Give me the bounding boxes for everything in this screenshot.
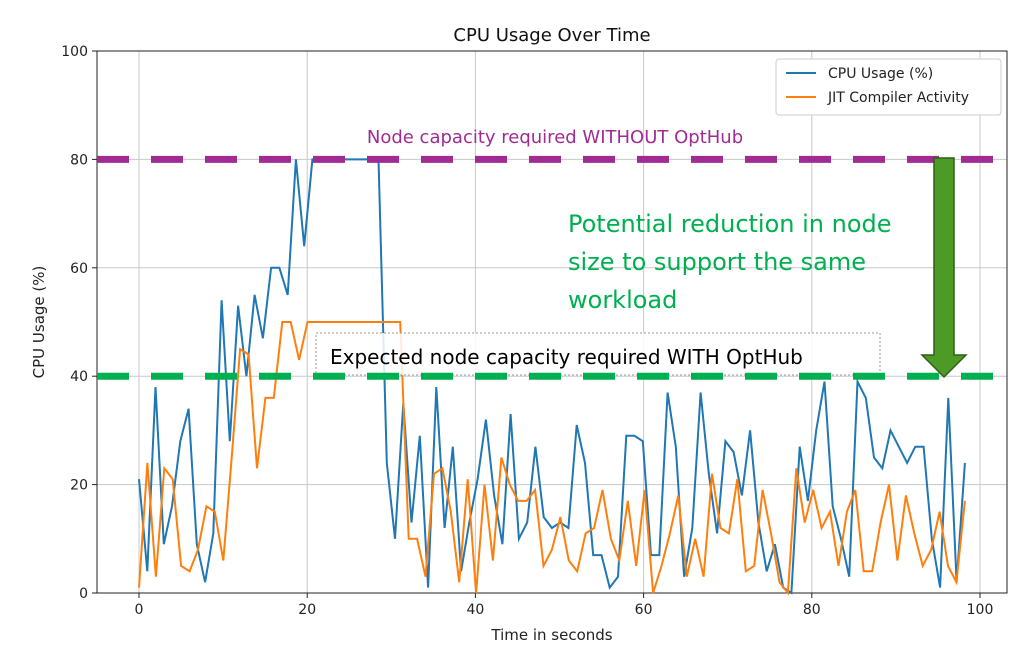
without-opthub-label: Node capacity required WITHOUT OptHub — [367, 127, 743, 148]
y-tick-label: 60 — [70, 261, 88, 277]
series-line-jit — [138, 321, 966, 596]
legend: CPU Usage (%) JIT Compiler Activity — [775, 58, 1002, 116]
series-line-cpu — [138, 158, 966, 595]
reduction-text-line: workload — [568, 286, 677, 314]
plot-frame — [96, 50, 1008, 594]
x-tick-label: 100 — [967, 602, 994, 618]
y-tick-label: 20 — [70, 478, 88, 494]
with-opthub-label-box — [315, 332, 881, 376]
with-opthub-label: Expected node capacity required WITH Opt… — [330, 345, 803, 369]
y-tick-label: 80 — [70, 152, 88, 168]
x-tick-label: 40 — [466, 602, 484, 618]
legend-label-jit: JIT Compiler Activity — [827, 90, 969, 106]
x-tick-label: 60 — [635, 602, 653, 618]
reduction-arrow-icon — [920, 157, 968, 379]
y-tick-label: 100 — [61, 44, 88, 60]
reduction-text-line: size to support the same — [568, 248, 866, 276]
reduction-text-line: Potential reduction in node — [568, 210, 892, 238]
x-tick-label: 20 — [298, 602, 316, 618]
x-tick-label: 80 — [803, 602, 821, 618]
chart-title: CPU Usage Over Time — [453, 25, 650, 46]
y-tick-label: 0 — [79, 586, 88, 602]
y-tick-label: 40 — [70, 369, 88, 385]
x-tick-label: 0 — [135, 602, 144, 618]
y-axis-label: CPU Usage (%) — [30, 266, 48, 379]
legend-label-cpu: CPU Usage (%) — [828, 66, 933, 82]
x-axis-label: Time in seconds — [490, 626, 612, 644]
